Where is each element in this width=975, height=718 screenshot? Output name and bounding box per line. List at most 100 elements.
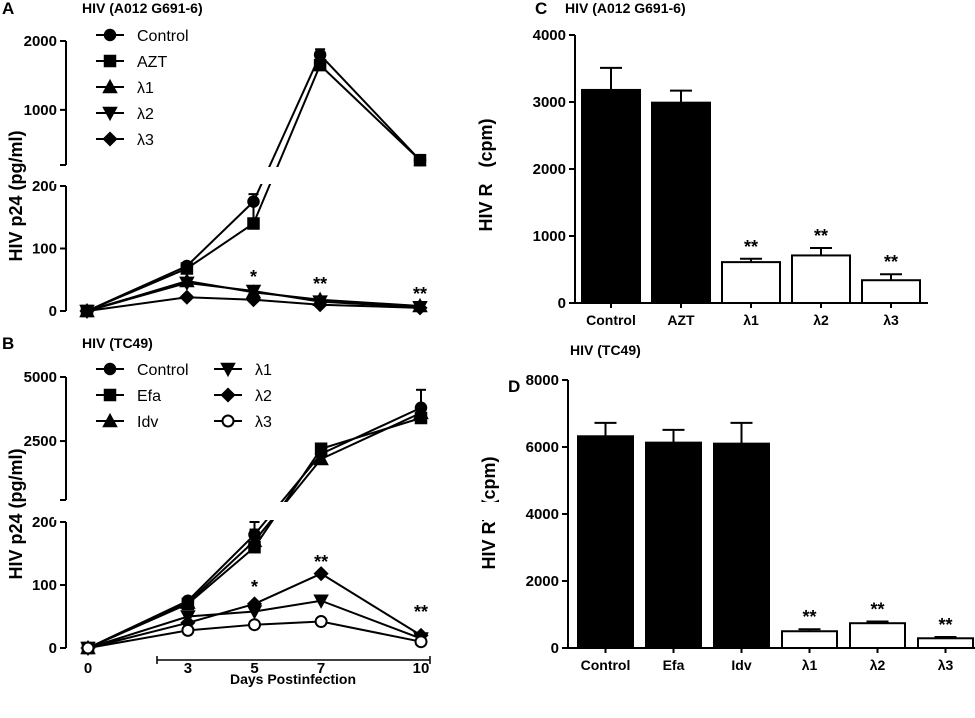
bar-efa <box>645 441 702 649</box>
data-point <box>179 289 195 305</box>
panel-b-xlabel: Days Postinfection <box>230 671 356 687</box>
panel-d-plot: 0 2000 4000 6000 8000 Control Efa Idv λ1 ** λ2 ** λ3… <box>526 372 975 673</box>
data-point <box>246 532 263 548</box>
panel-b-xtick-label: 10 <box>413 660 430 677</box>
legend-label-lambda2: λ2 <box>137 106 154 123</box>
legend-label-control: Control <box>137 28 189 45</box>
category-label-lambda1: λ1 <box>743 312 759 328</box>
significance-star: * <box>250 267 257 287</box>
data-point <box>313 58 327 72</box>
panel-d-ytick-label: 8000 <box>526 372 559 389</box>
panel-b-axis-break <box>54 502 548 520</box>
panel-b-legend: Control Efa Idv λ1 λ2 λ3 <box>96 362 272 431</box>
significance-star: ** <box>802 607 816 627</box>
data-point <box>246 596 263 612</box>
bar-lambda1 <box>781 630 838 649</box>
series-azt <box>80 58 427 318</box>
data-point <box>245 292 262 308</box>
panel-a-ytick-label: 2000 <box>24 33 57 50</box>
significance-star: ** <box>814 226 828 246</box>
data-point <box>248 618 261 632</box>
bar-lambda3 <box>861 279 921 305</box>
legend-label-efa: Efa <box>137 388 161 405</box>
data-point <box>180 262 194 275</box>
panel-b-ytick-label: 0 <box>49 640 57 657</box>
legend-marker <box>103 362 117 376</box>
panel-b-ytick-label: 100 <box>32 577 57 594</box>
bar-idv <box>713 442 770 649</box>
significance-star: ** <box>413 284 427 304</box>
category-label-control: Control <box>581 657 631 673</box>
panel-a-legend: Control AZT λ1 λ2 λ3 <box>96 28 189 149</box>
legend-marker <box>102 412 118 428</box>
panel-a-label: A <box>2 0 14 18</box>
bar-control <box>581 88 641 304</box>
bar-lambda1 <box>721 261 781 305</box>
data-point <box>181 623 195 637</box>
significance-star: ** <box>884 252 898 272</box>
legend-marker <box>103 28 117 42</box>
significance-star: * <box>251 577 258 597</box>
data-point <box>312 297 328 313</box>
significance-star: ** <box>744 237 758 257</box>
legend-label-lambda1: λ1 <box>137 80 154 97</box>
category-label-lambda3: λ3 <box>938 657 954 673</box>
legend-marker <box>102 131 118 147</box>
legend-marker <box>103 388 117 402</box>
data-point <box>245 284 262 300</box>
panel-b-ytick-label: 5000 <box>24 369 57 386</box>
category-label-idv: Idv <box>731 657 751 673</box>
legend-label-lambda1: λ1 <box>255 362 272 379</box>
panel-d-ytick-label: 2000 <box>526 573 559 590</box>
bar-control <box>577 435 634 649</box>
series-lambda3 <box>79 289 428 319</box>
data-point <box>414 635 428 649</box>
panel-b-xtick-label: 0 <box>84 660 92 677</box>
bar-lambda2 <box>791 254 851 304</box>
data-point <box>413 153 427 167</box>
data-point <box>247 217 260 230</box>
panel-c-plot: 0 1000 2000 3000 4000 Control AZT λ1 ** λ2 ** λ3 ** <box>533 27 928 328</box>
legend-marker <box>221 414 235 428</box>
panel-c-ytick-label: 0 <box>558 295 566 312</box>
panel-b-title: HIV (TC49) <box>82 335 153 351</box>
data-point <box>413 404 429 420</box>
panel-a-ytick-label: 0 <box>49 303 57 320</box>
panel-d-title: HIV (TC49) <box>570 342 641 358</box>
data-point <box>313 594 329 609</box>
data-point <box>179 276 195 291</box>
significance-star: ** <box>870 600 884 620</box>
significance-star: ** <box>313 274 327 294</box>
legend-marker <box>102 106 118 122</box>
category-label-lambda3: λ3 <box>883 312 899 328</box>
panel-b-ylabel: HIV p24 (pg/ml) <box>6 448 26 579</box>
panel-c-ytick-label: 1000 <box>533 228 566 245</box>
panel-b-xtick-label: 7 <box>317 660 325 677</box>
panel-a-ytick-label: 100 <box>32 241 57 258</box>
bar-azt <box>651 101 711 304</box>
panel-d-label: D <box>508 377 520 396</box>
panel-a-ytick-label: 1000 <box>24 102 57 119</box>
legend-marker <box>220 387 236 403</box>
panel-a-title: HIV (A012 G691-6) <box>82 0 203 16</box>
legend-label-control: Control <box>137 362 189 379</box>
panel-c-ytick-label: 4000 <box>533 27 566 44</box>
data-point <box>314 615 328 629</box>
panel-c-label: C <box>535 0 547 18</box>
legend-label-idv: Idv <box>137 414 158 431</box>
category-label-lambda1: λ1 <box>802 657 818 673</box>
significance-star: ** <box>314 552 328 572</box>
panel-d-ytick-label: 0 <box>551 640 559 657</box>
legend-marker <box>103 54 117 68</box>
significance-star: ** <box>414 602 428 622</box>
panel-d-ytick-label: 4000 <box>526 506 559 523</box>
bar-lambda3 <box>917 637 974 649</box>
panel-d-ytick-label: 6000 <box>526 439 559 456</box>
legend-marker <box>102 78 118 94</box>
legend-label-lambda2: λ2 <box>255 388 272 405</box>
category-label-lambda2: λ2 <box>813 312 829 328</box>
panel-a-axis-break <box>54 167 548 184</box>
